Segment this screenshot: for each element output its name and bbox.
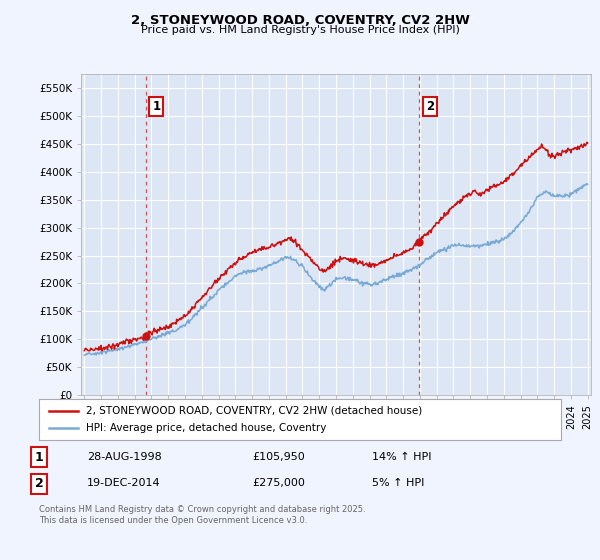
Text: £275,000: £275,000: [252, 478, 305, 488]
Text: 1: 1: [152, 100, 160, 113]
Text: 2, STONEYWOOD ROAD, COVENTRY, CV2 2HW (detached house): 2, STONEYWOOD ROAD, COVENTRY, CV2 2HW (d…: [86, 405, 422, 416]
Text: 2: 2: [35, 477, 43, 490]
Text: 2: 2: [426, 100, 434, 113]
Text: Contains HM Land Registry data © Crown copyright and database right 2025.
This d: Contains HM Land Registry data © Crown c…: [39, 505, 365, 525]
Text: Price paid vs. HM Land Registry's House Price Index (HPI): Price paid vs. HM Land Registry's House …: [140, 25, 460, 35]
Text: 28-AUG-1998: 28-AUG-1998: [87, 452, 162, 462]
Text: 19-DEC-2014: 19-DEC-2014: [87, 478, 161, 488]
Text: HPI: Average price, detached house, Coventry: HPI: Average price, detached house, Cove…: [86, 423, 326, 433]
Text: 5% ↑ HPI: 5% ↑ HPI: [372, 478, 424, 488]
Text: £105,950: £105,950: [252, 452, 305, 462]
Text: 1: 1: [35, 451, 43, 464]
Text: 2, STONEYWOOD ROAD, COVENTRY, CV2 2HW: 2, STONEYWOOD ROAD, COVENTRY, CV2 2HW: [131, 14, 469, 27]
Text: 14% ↑ HPI: 14% ↑ HPI: [372, 452, 431, 462]
